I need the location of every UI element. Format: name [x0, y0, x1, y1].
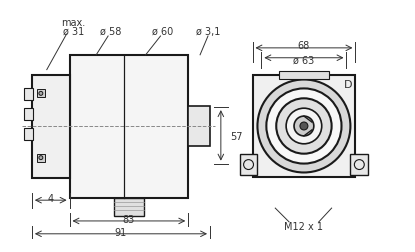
Text: 57: 57 — [230, 131, 242, 141]
Circle shape — [294, 117, 314, 136]
Text: ø 3,1: ø 3,1 — [196, 27, 220, 37]
Bar — [37, 90, 45, 98]
Text: ø 63: ø 63 — [293, 55, 315, 66]
Bar — [32, 75, 70, 179]
Bar — [24, 89, 33, 101]
Bar — [279, 71, 329, 79]
Circle shape — [266, 89, 342, 164]
Circle shape — [300, 122, 308, 131]
Bar — [24, 129, 33, 140]
Bar — [24, 109, 33, 120]
Bar — [252, 75, 355, 178]
Text: 91: 91 — [115, 227, 127, 237]
Bar — [350, 154, 368, 176]
Text: max.: max. — [61, 18, 85, 28]
Text: D: D — [344, 80, 353, 90]
Circle shape — [276, 99, 332, 154]
Text: 68: 68 — [298, 41, 310, 51]
Text: M12 x 1: M12 x 1 — [284, 221, 323, 231]
Bar — [70, 55, 188, 198]
Circle shape — [286, 109, 322, 144]
Text: 4: 4 — [48, 194, 54, 203]
Bar — [114, 198, 144, 216]
Circle shape — [39, 92, 43, 96]
Bar — [239, 154, 257, 176]
Text: 83: 83 — [123, 214, 135, 224]
Circle shape — [257, 80, 350, 173]
Text: ø 60: ø 60 — [152, 27, 173, 37]
Bar — [188, 107, 210, 146]
Text: ø 58: ø 58 — [100, 27, 122, 37]
Bar — [37, 154, 45, 162]
Circle shape — [39, 156, 43, 160]
Text: ø 31: ø 31 — [63, 27, 84, 37]
